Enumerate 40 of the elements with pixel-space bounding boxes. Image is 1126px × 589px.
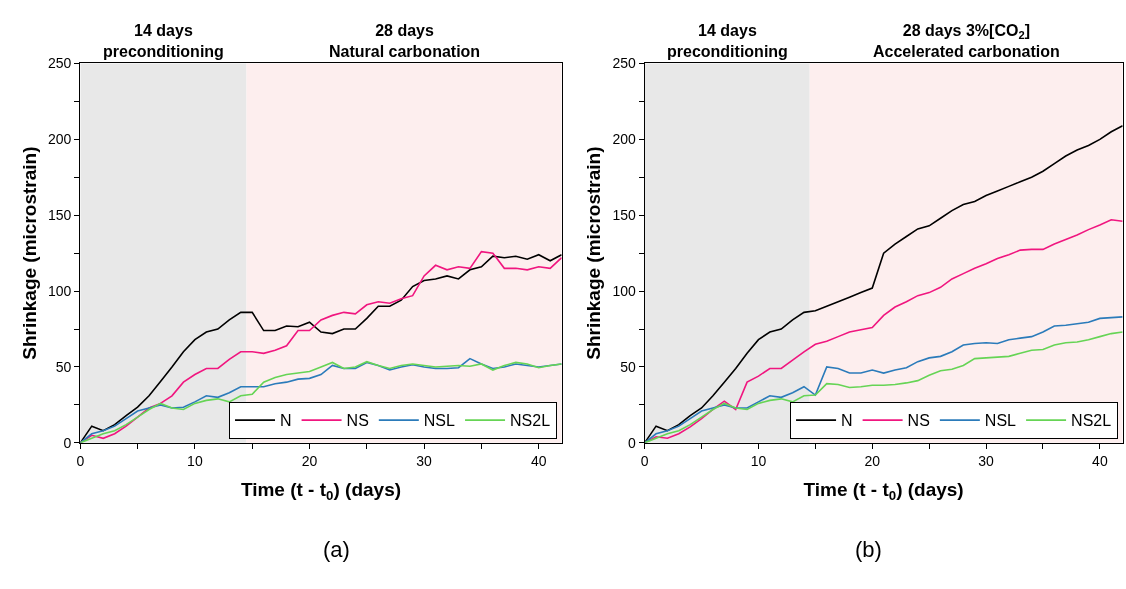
y-tick-label: 200 (612, 131, 636, 148)
y-tick-label: 100 (48, 282, 72, 299)
y-tick-label: 100 (612, 282, 636, 299)
legend-label: NS2L (1071, 412, 1112, 430)
x-tick-label: 20 (301, 452, 318, 469)
text: (a) (323, 537, 350, 562)
y-tick-label: 150 (48, 207, 72, 224)
y-axis-title: Shrinkage (microstrain) (18, 146, 40, 360)
legend-label: N (841, 412, 853, 430)
x-tick-label: 30 (416, 452, 433, 469)
legend-label: NSL (984, 412, 1017, 430)
y-tick-label: 150 (612, 207, 636, 224)
y-tick-label: 250 (612, 55, 636, 72)
legend-label: NS2L (510, 412, 551, 430)
text: (b) (855, 537, 882, 562)
x-tick-label: 20 (864, 452, 881, 469)
x-tick-label: 10 (187, 452, 203, 469)
y-tick-label: 200 (48, 131, 72, 148)
x-axis-title: Time (t - t$_{0}$) (days) (803, 478, 964, 503)
y-axis-title: Shrinkage (microstrain) (583, 146, 605, 360)
y-tick-label: 0 (627, 434, 636, 451)
x-tick-label: 10 (750, 452, 767, 469)
band-label: 14 days preconditioning (667, 22, 788, 60)
y-tick-label: 0 (63, 434, 72, 451)
x-tick-label: 0 (76, 452, 85, 469)
x-tick-label: 40 (530, 452, 547, 469)
legend-label: NS (907, 412, 930, 430)
band-label: 14 days preconditioning (103, 22, 224, 60)
x-tick-label: 40 (1092, 452, 1108, 469)
legend-label: NS (346, 412, 369, 430)
x-tick-label: 30 (978, 452, 995, 469)
y-tick-label: 50 (55, 358, 72, 375)
legend-label: N (280, 412, 292, 430)
x-tick-label: 0 (640, 452, 649, 469)
band-label: 28 days 3%[CO$_{2}$] Accelerated carbonation (873, 22, 1060, 60)
y-tick-label: 50 (620, 358, 636, 375)
legend-label: NSL (423, 412, 456, 430)
y-tick-label: 250 (48, 55, 72, 72)
band-label: 28 days Natural carbonation (329, 22, 481, 60)
x-axis-title: Time (t - t$_{0}$) (days) (240, 478, 402, 503)
